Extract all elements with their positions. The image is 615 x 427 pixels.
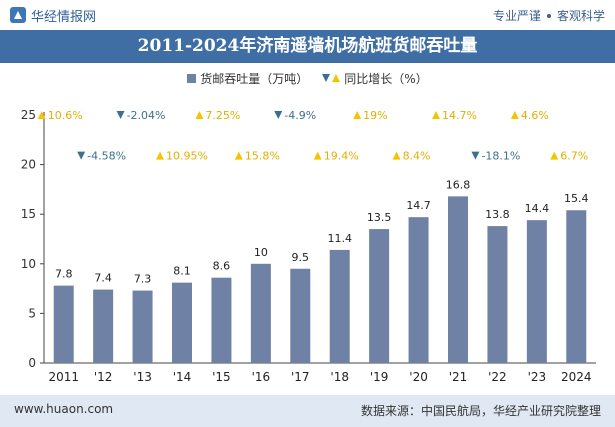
growth-up-marker (156, 151, 164, 160)
bar-swatch-icon (187, 73, 197, 83)
y-tick-label: 0 (28, 356, 36, 370)
x-tick-label: '16 (252, 370, 271, 384)
growth-value-label: -2.04% (127, 109, 166, 122)
brand-logo-icon (10, 7, 26, 23)
bar-value-label: 7.8 (55, 268, 73, 281)
growth-up-marker (550, 151, 559, 160)
growth-up-marker (37, 111, 46, 119)
growth-value-label: 4.6% (521, 109, 549, 122)
growth-up-marker (432, 111, 440, 119)
growth-down-marker (116, 111, 125, 119)
bar-value-label: 13.5 (367, 211, 392, 224)
x-tick-label: '19 (370, 370, 389, 384)
x-tick-label: 2024 (561, 370, 592, 384)
growth-value-label: 19% (363, 109, 387, 122)
bar-value-label: 16.8 (446, 178, 471, 191)
growth-up-marker (510, 111, 519, 119)
bar (329, 249, 350, 363)
brand[interactable]: 华经情报网 (10, 6, 97, 25)
y-tick-label: 5 (28, 306, 36, 320)
bar (172, 282, 192, 363)
bar (526, 220, 547, 363)
bar-value-label: 7.4 (94, 272, 112, 285)
y-tick-label: 20 (21, 158, 36, 172)
chart-title: 2011-2024年济南遥墙机场航班货邮吞吐量 (137, 36, 478, 56)
growth-value-label: 7.25% (205, 109, 240, 122)
growth-value-label: 6.7% (560, 150, 588, 163)
x-tick-label: '20 (409, 370, 428, 384)
bar (250, 263, 271, 363)
x-tick-label: '14 (173, 370, 192, 384)
legend-item-bar[interactable]: 货邮吞吐量（万吨） (187, 70, 308, 87)
growth-down-marker (471, 151, 480, 160)
bar (53, 285, 74, 363)
data-source: 数据来源：中国民航局，华经产业研究院整理 (360, 404, 601, 418)
tagline-left: 专业严谨 (492, 9, 541, 23)
growth-up-marker (392, 151, 401, 160)
x-tick-label: '17 (291, 370, 310, 384)
bars: 7.8 7.4 7.3 8.1 8.6 10 9.5 11.4 13.5 14.7 16.8 13.8… (53, 178, 589, 363)
y-tick-label: 25 (21, 108, 36, 122)
x-tick-label: '22 (488, 370, 507, 384)
growth-up-marker (313, 151, 322, 160)
growth-up-marker (234, 151, 243, 160)
bar-value-label: 8.1 (173, 265, 191, 278)
bar (132, 290, 153, 363)
x-tick-label: '15 (212, 370, 231, 384)
bar (93, 289, 114, 363)
bar-value-label: 13.8 (485, 208, 510, 221)
growth-value-label: 15.8% (245, 150, 280, 163)
x-tick-label: '23 (528, 370, 547, 384)
growth-value-label: -4.58% (87, 150, 126, 163)
legend-item-growth[interactable]: 同比增长（%） (322, 70, 428, 87)
bar (211, 277, 232, 363)
growth-value-label: 8.4% (403, 150, 431, 163)
legend-label-bar: 货邮吞吐量（万吨） (200, 71, 309, 86)
bar-value-label: 9.5 (292, 251, 310, 264)
x-tick-label: '13 (133, 370, 152, 384)
y-tick-label: 15 (21, 207, 36, 221)
bar-value-label: 11.4 (327, 232, 352, 245)
brand-name: 华经情报网 (31, 9, 97, 25)
growth-up-marker (353, 111, 362, 119)
separator-dot-icon (546, 13, 551, 18)
x-tick-label: '12 (94, 370, 113, 384)
x-tick-label: '21 (449, 370, 468, 384)
growth-markers: 10.6% -4.58% -2.04% 10.95% 7.25% 15.8% -4.9% 19… (37, 109, 588, 163)
footer-band: www.huaon.com 数据来源：中国民航局，华经产业研究院整理 (0, 395, 615, 427)
legend-label-growth: 同比增长（%） (344, 71, 428, 86)
growth-value-label: 19.4% (324, 150, 359, 163)
bar (566, 210, 587, 363)
bar-value-label: 15.4 (564, 192, 589, 205)
bar-value-label: 8.6 (213, 260, 231, 273)
growth-value-label: 14.7% (442, 109, 477, 122)
y-tick-label: 10 (21, 257, 36, 271)
bar (448, 196, 468, 363)
bar (369, 229, 390, 363)
growth-down-marker (77, 151, 86, 160)
tagline-right: 客观科学 (556, 9, 605, 23)
bar-value-label: 14.4 (525, 202, 550, 215)
chart-legend: 货邮吞吐量（万吨） 同比增长（%） (0, 69, 615, 87)
growth-swatch-icon (322, 73, 341, 83)
growth-up-marker (195, 111, 204, 119)
growth-value-label: -4.9% (284, 109, 316, 122)
title-band: 2011-2024年济南遥墙机场航班货邮吞吐量 (0, 30, 615, 63)
x-tick-label: '18 (330, 370, 349, 384)
growth-down-marker (274, 111, 283, 119)
website-link[interactable]: www.huaon.com (14, 402, 114, 416)
bar-value-label: 7.3 (134, 273, 152, 286)
bar (408, 217, 429, 363)
top-bar: 华经情报网 专业严谨 客观科学 (0, 0, 615, 30)
bar (487, 226, 508, 363)
bar-value-label: 10 (254, 246, 268, 259)
growth-value-label: -18.1% (481, 150, 520, 163)
bar-value-label: 14.7 (406, 199, 431, 212)
chart-area: 0 5 10 15 20 25 2011 '12 '13 '14 '15 '16 '17 '18 '19 '2… (21, 108, 596, 384)
x-tick-label: 2011 (48, 370, 79, 384)
bar (290, 268, 311, 363)
growth-value-label: 10.95% (166, 150, 208, 163)
tagline: 专业严谨 客观科学 (493, 7, 605, 24)
growth-value-label: 10.6% (48, 109, 83, 122)
